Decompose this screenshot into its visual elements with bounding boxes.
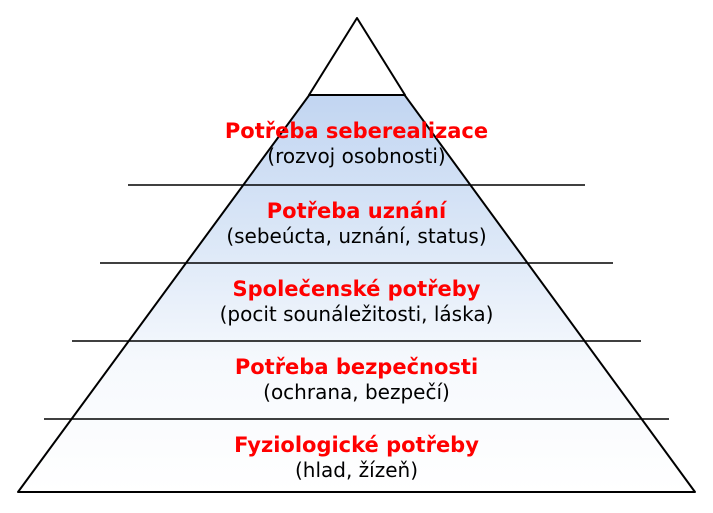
level-subtitle: (ochrana, bezpečí) — [0, 380, 713, 405]
pyramid-level-5: Potřeba seberealizace (rozvoj osobnosti) — [0, 118, 713, 169]
pyramid-level-2: Potřeba bezpečnosti (ochrana, bezpečí) — [0, 354, 713, 405]
pyramid-outline — [18, 30, 695, 492]
pyramid-apex-cap — [309, 18, 405, 95]
level-title: Potřeba bezpečnosti — [0, 354, 713, 380]
level-subtitle: (sebeúcta, uznání, status) — [0, 224, 713, 249]
level-title: Fyziologické potřeby — [0, 432, 713, 458]
level-subtitle: (pocit sounáležitosti, láska) — [0, 302, 713, 327]
level-subtitle: (rozvoj osobnosti) — [0, 144, 713, 169]
maslow-pyramid: Potřeba seberealizace (rozvoj osobnosti)… — [0, 0, 713, 513]
pyramid-level-4: Potřeba uznání (sebeúcta, uznání, status… — [0, 198, 713, 249]
level-subtitle: (hlad, žízeň) — [0, 458, 713, 483]
level-title: Společenské potřeby — [0, 276, 713, 302]
level-title: Potřeba seberealizace — [0, 118, 713, 144]
level-title: Potřeba uznání — [0, 198, 713, 224]
pyramid-level-1: Fyziologické potřeby (hlad, žízeň) — [0, 432, 713, 483]
pyramid-level-3: Společenské potřeby (pocit sounáležitost… — [0, 276, 713, 327]
